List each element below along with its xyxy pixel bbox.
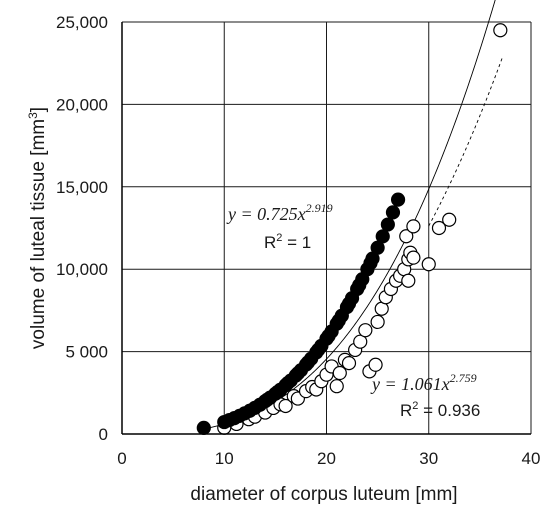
series-1-point-32 xyxy=(390,192,406,207)
series-1-point-46 xyxy=(222,413,237,428)
series-2-point-24 xyxy=(368,357,383,372)
series-2-point-21 xyxy=(353,334,368,349)
series-2-point-17 xyxy=(332,365,347,381)
series-2-point-22 xyxy=(358,323,373,338)
y-axis-title: volume of luteal tissue [mm3] xyxy=(26,107,49,349)
series-1-point-36 xyxy=(331,313,346,328)
series-2-point-19 xyxy=(341,356,357,371)
series-2-point-40 xyxy=(442,212,457,227)
fit-equation-1-coef: 0.725x xyxy=(257,204,306,224)
y-axis-title-main: volume of luteal tissue [mm xyxy=(28,119,49,349)
series-2-point-25 xyxy=(370,314,385,330)
series-2-point-7 xyxy=(278,398,293,414)
series-1-point-43 xyxy=(260,392,275,407)
series-1-point-35 xyxy=(341,296,357,311)
series-1-point-34 xyxy=(352,278,367,293)
fit-equation-2-coef: 1.061x xyxy=(401,374,450,394)
fit-equation-2-exp: 2.759 xyxy=(450,371,477,385)
y-axis-title-sup: 3 xyxy=(26,112,40,119)
fit-equation-1-prefix: y = xyxy=(226,204,257,224)
series-1-point-40 xyxy=(290,366,305,381)
x-tick-label-1: 10 xyxy=(215,449,234,468)
series-1-point-39 xyxy=(300,355,316,370)
y-tick-label-2: 10,000 xyxy=(56,260,108,279)
series-1-point-0 xyxy=(196,420,211,435)
fit-annotation-2: y = 1.061x2.759 R2 = 0.936 xyxy=(370,371,480,420)
x-tick-label-4: 40 xyxy=(522,449,541,468)
y-tick-label-4: 20,000 xyxy=(56,95,108,114)
series-1-point-41 xyxy=(280,376,295,391)
fit-equation-1: y = 0.725x2.919 xyxy=(226,201,333,224)
series-2-point-37 xyxy=(406,219,421,234)
series-1-point-37 xyxy=(321,328,336,344)
fit-equation-2-prefix: y = xyxy=(370,374,401,394)
fit-curve-2 xyxy=(428,57,503,227)
data-points xyxy=(196,23,508,435)
y-tick-label-3: 15,000 xyxy=(56,178,108,197)
series-1-point-33 xyxy=(363,256,378,271)
series-1-point-29 xyxy=(375,229,390,244)
series-1-point-38 xyxy=(311,342,326,357)
x-tick-label-3: 30 xyxy=(419,449,438,468)
series-2-point-36 xyxy=(399,229,414,244)
fit-r2-1-sup: 2 xyxy=(276,232,282,244)
y-tick-label-5: 25,000 xyxy=(56,13,108,32)
fit-equation-2: y = 1.061x2.759 xyxy=(370,371,477,394)
fit-r2-2-value: = 0.936 xyxy=(418,401,480,420)
series-2-point-32 xyxy=(401,273,416,288)
fit-r2-1-label: R xyxy=(264,233,276,252)
y-tick-label-1: 5 000 xyxy=(65,343,108,362)
tick-labels: 0 10 20 30 40 0 5 000 10,000 15,000 20,000 25,000 xyxy=(56,13,540,468)
series-1-point-30 xyxy=(380,217,395,232)
series-1-point-31 xyxy=(385,205,401,220)
fit-annotation-1: y = 0.725x2.919 R2 = 1 xyxy=(226,201,333,252)
fit-r2-1: R2 = 1 xyxy=(264,232,311,252)
series-2-point-41 xyxy=(493,23,508,38)
fit-equation-1-exp: 2.919 xyxy=(306,201,333,215)
series-2-point-39 xyxy=(431,220,447,236)
fit-r2-2-label: R xyxy=(400,401,412,420)
series-1-point-42 xyxy=(270,385,285,400)
y-axis-title-tail: ] xyxy=(28,107,49,112)
x-axis-title: diameter of corpus luteum [mm] xyxy=(190,484,457,505)
series-2-point-38 xyxy=(421,257,436,272)
series-2-point-16 xyxy=(329,379,344,394)
fit-r2-2-sup: 2 xyxy=(412,400,418,412)
x-tick-label-0: 0 xyxy=(117,449,126,468)
x-tick-label-2: 20 xyxy=(317,449,336,468)
series-2-point-35 xyxy=(406,250,421,265)
fit-r2-2: R2 = 0.936 xyxy=(400,400,480,420)
fit-r2-1-value: = 1 xyxy=(282,233,311,252)
y-tick-label-0: 0 xyxy=(99,425,108,444)
axes xyxy=(121,22,531,435)
